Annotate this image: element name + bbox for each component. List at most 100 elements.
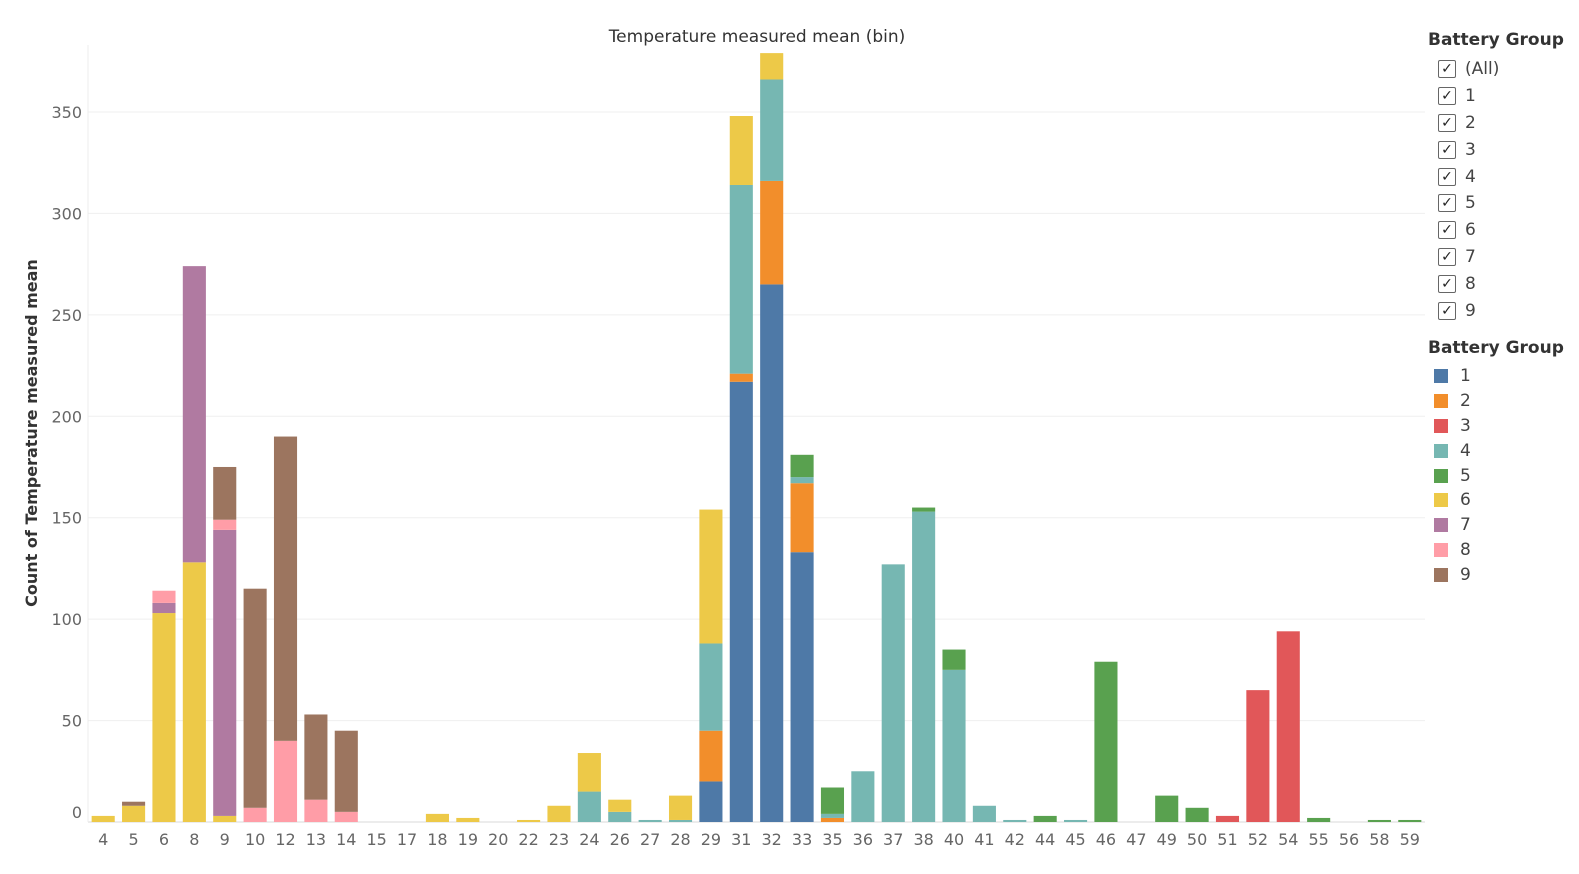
legend-item-label: 5: [1460, 465, 1471, 486]
bar-segment: [1033, 815, 1057, 822]
color-legend-title: Battery Group: [1428, 337, 1564, 358]
x-tick-label: 41: [974, 830, 994, 849]
legend-panel: Battery Group ✓ (All) ✓ 1 ✓ 2 ✓ 3 ✓ 4 ✓ 5 ✓ 6 ✓ 7 ✓ 8 ✓ 9 B…: [1428, 30, 1578, 587]
bar-segment: [1003, 819, 1027, 822]
x-tick-label: 22: [518, 830, 538, 849]
x-tick-label: 46: [1096, 830, 1116, 849]
legend-swatch: [1434, 369, 1448, 384]
bar-segment: [699, 730, 723, 782]
legend-item[interactable]: 5: [1428, 463, 1578, 488]
checkbox-icon[interactable]: ✓: [1438, 113, 1456, 132]
bar-segment: [304, 799, 328, 822]
bar-segment: [213, 519, 237, 530]
y-tick-label: 300: [51, 204, 82, 223]
x-tick-label: 12: [275, 830, 295, 849]
x-tick-label: 19: [458, 830, 478, 849]
bar-segment: [152, 590, 176, 603]
bar-segment: [334, 811, 358, 822]
checkbox-icon[interactable]: ✓: [1438, 301, 1456, 320]
legend-item-label: 3: [1460, 415, 1471, 436]
bar-segment: [304, 714, 328, 800]
bar-segment: [152, 613, 176, 822]
legend-item[interactable]: 6: [1428, 488, 1578, 513]
bar-segment: [213, 529, 237, 816]
filter-item[interactable]: ✓ 7: [1428, 244, 1578, 271]
checkbox-icon[interactable]: ✓: [1438, 140, 1456, 159]
checkbox-icon[interactable]: ✓: [1438, 247, 1456, 266]
legend-item-label: 6: [1460, 490, 1471, 511]
bar-segment: [942, 669, 966, 822]
filter-item[interactable]: ✓ 2: [1428, 110, 1578, 137]
bar-segment: [790, 477, 814, 484]
legend-item[interactable]: 9: [1428, 562, 1578, 587]
checkbox-icon[interactable]: ✓: [1438, 87, 1456, 106]
y-tick-label: 250: [51, 306, 82, 325]
bar-segment: [1185, 807, 1209, 822]
y-tick-label: 50: [62, 712, 82, 731]
legend-item[interactable]: 7: [1428, 513, 1578, 538]
filter-item[interactable]: ✓ (All): [1428, 56, 1578, 83]
legend-item[interactable]: 8: [1428, 538, 1578, 563]
x-tick-label: 15: [366, 830, 386, 849]
filter-item[interactable]: ✓ 3: [1428, 136, 1578, 163]
bar-segment: [1246, 690, 1270, 822]
filter-item-label: 5: [1465, 193, 1476, 214]
bar-segment: [425, 813, 449, 822]
filter-item-label: 2: [1465, 112, 1476, 133]
bar-segment: [699, 509, 723, 644]
bar-segment: [1064, 819, 1088, 822]
bar-segment: [638, 819, 662, 822]
bar-segment: [1276, 631, 1300, 822]
filter-item[interactable]: ✓ 6: [1428, 217, 1578, 244]
y-tick-label: 0: [72, 803, 82, 822]
bar-segment: [456, 817, 480, 822]
x-tick-label: 51: [1217, 830, 1237, 849]
legend-item[interactable]: 2: [1428, 389, 1578, 414]
checkbox-icon[interactable]: ✓: [1438, 274, 1456, 293]
bar-segment: [820, 813, 845, 818]
y-axis: 0 50 100 150 200 250 300 350: [51, 103, 82, 822]
legend-swatch: [1434, 394, 1448, 409]
bar-segment: [334, 730, 358, 812]
bar-segment: [243, 588, 267, 808]
legend-item[interactable]: 1: [1428, 364, 1578, 389]
bar-segment: [1215, 815, 1240, 822]
bar-segment: [577, 753, 601, 792]
checkbox-icon[interactable]: ✓: [1438, 60, 1456, 79]
bar-segment: [608, 799, 632, 812]
checkbox-icon[interactable]: ✓: [1438, 167, 1456, 186]
bar-segment: [517, 819, 541, 822]
bar-segment: [213, 815, 237, 822]
bar-segment: [213, 466, 237, 520]
y-tick-label: 200: [51, 407, 82, 426]
bar-segment: [547, 805, 571, 822]
legend-item[interactable]: 4: [1428, 438, 1578, 463]
filter-item-label: 4: [1465, 166, 1476, 187]
x-tick-label: 13: [306, 830, 326, 849]
x-tick-label: 36: [853, 830, 873, 849]
filter-item[interactable]: ✓ 1: [1428, 83, 1578, 110]
bar-segment: [729, 381, 753, 822]
checkbox-icon[interactable]: ✓: [1438, 194, 1456, 213]
bar-segment: [729, 116, 753, 185]
bar-segment: [729, 184, 753, 374]
x-tick-label: 37: [883, 830, 903, 849]
x-tick-label: 27: [640, 830, 660, 849]
filter-item[interactable]: ✓ 4: [1428, 163, 1578, 190]
bar-segment: [851, 771, 875, 822]
bar-segment: [1398, 819, 1422, 822]
filter-item[interactable]: ✓ 5: [1428, 190, 1578, 217]
filter-legend-title: Battery Group: [1428, 30, 1564, 50]
legend-item[interactable]: 3: [1428, 414, 1578, 439]
bar-segment: [91, 815, 115, 822]
x-tick-label: 42: [1005, 830, 1025, 849]
filter-item-label: 1: [1465, 86, 1476, 107]
x-tick-label: 55: [1308, 830, 1328, 849]
y-tick-label: 350: [51, 103, 82, 122]
x-tick-label: 10: [245, 830, 265, 849]
filter-item[interactable]: ✓ 9: [1428, 297, 1578, 324]
checkbox-icon[interactable]: ✓: [1438, 221, 1456, 240]
bar-segment: [790, 454, 814, 478]
filter-item[interactable]: ✓ 8: [1428, 270, 1578, 297]
y-tick-label: 150: [51, 509, 82, 528]
